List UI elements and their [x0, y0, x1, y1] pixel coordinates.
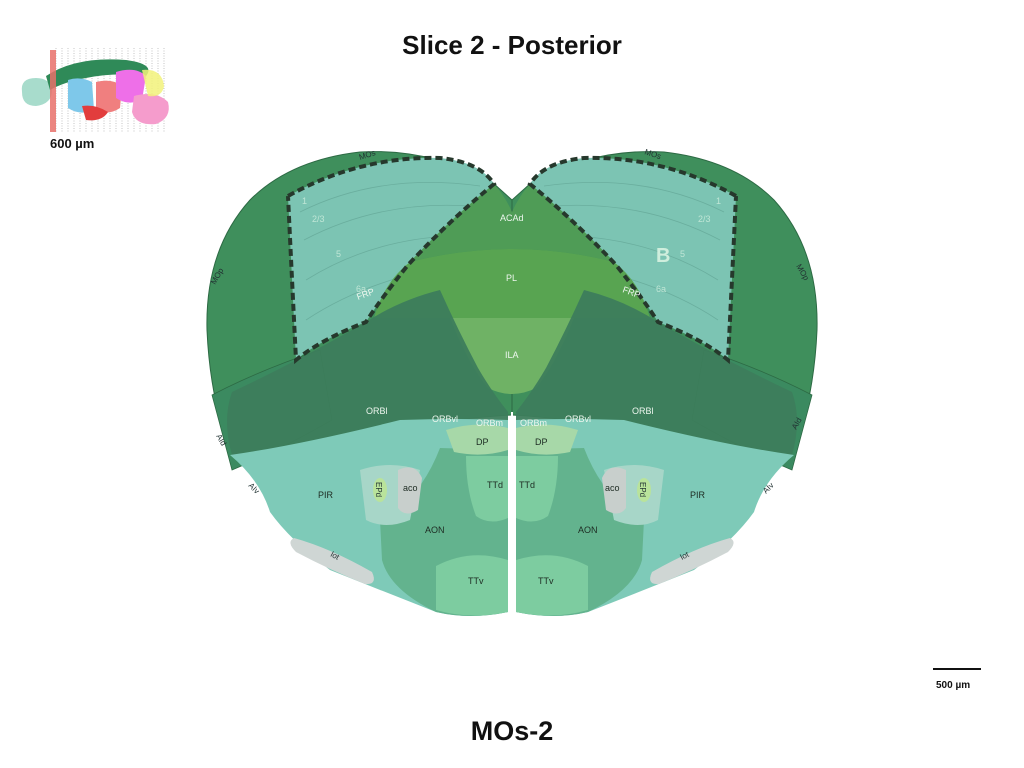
left-ttd-region: [466, 456, 508, 522]
thumbnail-olfactory-bulb: [21, 78, 52, 106]
right-mos-region: [530, 157, 736, 360]
label-orbm-right: ORBm: [520, 418, 547, 428]
right-lot-region: [650, 538, 734, 585]
label-orbvl-left: ORBvl: [432, 414, 458, 424]
slice-position-marker: [50, 50, 56, 132]
label-orbl-left: ORBl: [366, 406, 388, 416]
label-dp-left: DP: [476, 437, 489, 447]
thumbnail-cortex: [46, 59, 149, 90]
label-pir-left: PIR: [318, 490, 334, 500]
label-orbm-left: ORBm: [476, 418, 503, 428]
left-orb-region: [227, 290, 508, 455]
label-epd-left: EPd: [374, 482, 383, 497]
right-dp-region: [516, 424, 578, 455]
right-ttd-region: [516, 456, 558, 522]
left-aco-region: [398, 467, 422, 514]
thumbnail-midbrain: [116, 69, 146, 103]
thumbnail-scale-label: 600 µm: [50, 136, 95, 151]
label-acad: ACAd: [500, 213, 524, 223]
label-pl: PL: [506, 273, 517, 283]
page-title: Slice 2 - Posterior: [402, 30, 622, 60]
thumbnail-cerebellum: [142, 69, 164, 97]
right-ttv-region: [516, 555, 588, 616]
label-l5-left: 5: [336, 249, 341, 259]
thumbnail-thalamus: [96, 80, 122, 113]
label-aon-left: AON: [425, 525, 445, 535]
right-mos-boundary: [527, 155, 738, 365]
label-l23-right: 2/3: [698, 214, 711, 224]
thumbnail-hypothalamus: [82, 105, 108, 121]
label-ttd-right: TTd: [519, 480, 535, 490]
left-dp-region: [446, 424, 508, 455]
sagittal-thumbnail: [21, 48, 169, 132]
label-pir-right: PIR: [690, 490, 706, 500]
label-ttv-right: TTv: [538, 576, 554, 586]
right-aco-region: [602, 467, 626, 514]
label-dp-right: DP: [535, 437, 548, 447]
label-l6a-right: 6a: [656, 284, 666, 294]
right-epd-region: [637, 478, 651, 502]
label-ila: ILA: [505, 350, 519, 360]
thumbnail-striatum: [68, 78, 94, 113]
label-orbl-right: ORBl: [632, 406, 654, 416]
label-ttv-left: TTv: [468, 576, 484, 586]
panel-letter: B: [656, 245, 670, 267]
scale-bar: [933, 668, 981, 670]
label-aon-right: AON: [578, 525, 598, 535]
label-l23-left: 2/3: [312, 214, 325, 224]
left-epd-region: [373, 478, 387, 502]
left-layer-lines: [299, 182, 481, 321]
left-lot-region: [290, 538, 374, 585]
label-aco-left: aco: [403, 483, 418, 493]
left-mos-boundary: [286, 155, 497, 365]
right-orb-region: [516, 290, 797, 455]
label-orbvl-right: ORBvl: [565, 414, 591, 424]
thumbnail-hindbrain: [132, 94, 169, 125]
slice-label: MOs-2: [470, 716, 554, 746]
label-l1-left: 1: [302, 196, 307, 206]
left-ttv-region: [436, 555, 508, 616]
acad-region: [410, 184, 614, 262]
scale-bar-label: 500 µm: [936, 680, 971, 691]
label-l5-right: 5: [680, 249, 685, 259]
left-mos-region: [288, 157, 494, 360]
label-l6a-left: 6a: [356, 284, 366, 294]
label-ttd-left: TTd: [487, 480, 503, 490]
label-l1-right: 1: [716, 196, 721, 206]
label-epd-right: EPd: [638, 482, 647, 497]
label-aco-right: aco: [605, 483, 620, 493]
